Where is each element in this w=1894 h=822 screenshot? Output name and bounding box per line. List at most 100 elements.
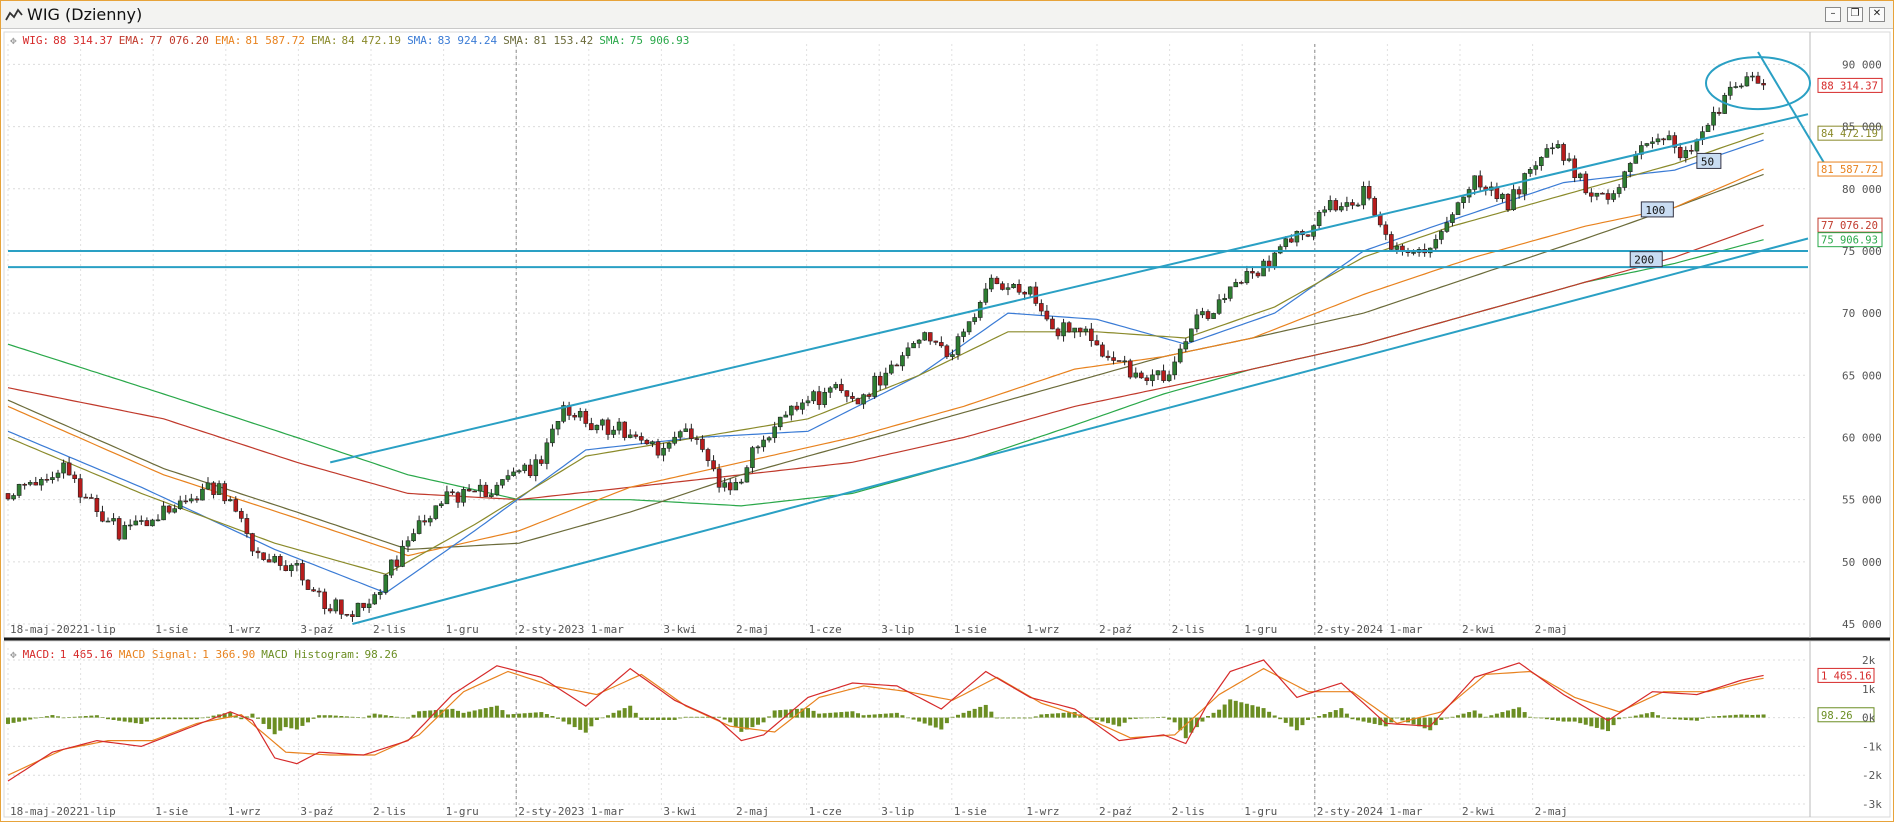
candle-body (1094, 340, 1100, 346)
candle-body (1316, 211, 1322, 226)
macd-x-tick-label: 3-paź (300, 805, 333, 818)
histogram-bar (1144, 717, 1149, 719)
histogram-bar (222, 713, 227, 718)
price-tag-box (1817, 161, 1883, 177)
candle-body (1583, 173, 1589, 194)
histogram-bar (711, 716, 716, 718)
histogram-bar (1056, 713, 1060, 718)
minimize-icon[interactable]: – (1825, 7, 1841, 22)
histogram-bar (478, 709, 483, 718)
candle-body (39, 479, 44, 486)
histogram-bar (278, 717, 283, 731)
candle-body (1600, 192, 1605, 195)
macd-x-tick-label: 3-kwi (663, 805, 696, 818)
candle-body (389, 559, 394, 576)
histogram-bar (1356, 717, 1360, 721)
macd-x-tick-label: 1-cze (809, 805, 842, 818)
histogram-bar (1700, 717, 1705, 719)
histogram-bar (728, 717, 733, 723)
macd-legend-item: MACD Histogram: 98.26 (261, 648, 397, 661)
drag-handle-icon[interactable]: ✥ (10, 648, 17, 661)
histogram-bar (100, 717, 105, 718)
histogram-bar (450, 708, 455, 718)
candle-body (1233, 282, 1239, 288)
histogram-bar (1244, 703, 1249, 718)
candle-body (1161, 370, 1166, 381)
histogram-bar (1589, 717, 1594, 727)
candle-body (305, 579, 311, 590)
histogram-bar (572, 717, 577, 728)
candle-body (427, 518, 433, 523)
histogram-bar (1289, 717, 1294, 727)
candle-body (1644, 143, 1650, 146)
histogram-bar (200, 717, 205, 719)
histogram-bar (50, 715, 55, 718)
candle-body (1133, 372, 1139, 378)
histogram-bar (1328, 712, 1333, 718)
candle-body (655, 441, 661, 456)
drag-handle-icon[interactable]: ✥ (10, 34, 17, 47)
histogram-bar (267, 717, 272, 730)
candle-body (1127, 360, 1133, 378)
main-legend-label: EMA: (214, 34, 242, 47)
candle-body (844, 390, 850, 397)
candle-body (1450, 214, 1455, 223)
histogram-bar (1089, 717, 1094, 719)
histogram-bar (128, 717, 133, 723)
histogram-bar (411, 714, 416, 718)
histogram-bar (778, 710, 783, 718)
candle-body (1211, 313, 1216, 319)
title-bar[interactable]: WIG (Dzienny) – ❐ ✕ (1, 1, 1893, 29)
candle-body (933, 340, 939, 343)
candle-body (289, 564, 294, 572)
candle-body (922, 332, 927, 341)
macd-x-tick-label: 1-sie (954, 805, 987, 818)
histogram-bar (456, 710, 460, 718)
candle-body (783, 414, 789, 418)
histogram-bar (1044, 714, 1049, 718)
histogram-bar (167, 717, 172, 720)
x-tick-label: 18-maj-2022 (10, 623, 83, 636)
y-tick-label: 75 000 (1842, 245, 1882, 258)
restore-icon[interactable]: ❐ (1847, 7, 1863, 22)
y-tick-label: 45 000 (1842, 618, 1882, 631)
histogram-bar (67, 717, 72, 718)
candle-body (1155, 370, 1161, 376)
y-tick-label: 85 000 (1842, 121, 1882, 134)
histogram-bar (1478, 713, 1483, 718)
candle-body (794, 405, 800, 410)
candle-body (1616, 187, 1622, 194)
histogram-bar (1500, 712, 1505, 718)
candle-body (911, 343, 916, 349)
candle-body (711, 460, 716, 470)
macd-signal-line (7, 667, 1764, 776)
candle-body (1277, 246, 1283, 254)
histogram-bar (761, 717, 766, 723)
histogram-bar (1333, 710, 1338, 718)
candle-body (1011, 284, 1016, 289)
histogram-bar (733, 717, 738, 728)
histogram-bar (583, 717, 588, 733)
candle-body (189, 498, 194, 502)
macd-legend-label: MACD Histogram: (261, 648, 361, 661)
candle-body (661, 447, 666, 456)
candle-body (355, 602, 361, 617)
histogram-bar (617, 710, 622, 718)
candle-body (1344, 202, 1350, 207)
x-tick-label: 1-lip (83, 623, 116, 636)
histogram-bar (944, 717, 949, 724)
histogram-bar (656, 717, 660, 720)
candle-body (455, 492, 461, 503)
histogram-bar (1539, 717, 1544, 719)
histogram-bar (1222, 704, 1227, 718)
candle-body (372, 594, 377, 605)
histogram-bar (1156, 717, 1160, 718)
candle-body (1189, 328, 1194, 342)
candle-body (1683, 150, 1689, 159)
main-legend-item: EMA: 84 472.19 (311, 34, 401, 47)
histogram-bar (1311, 717, 1316, 719)
close-icon[interactable]: ✕ (1869, 7, 1885, 22)
histogram-bar (1378, 717, 1383, 726)
histogram-bar (239, 717, 244, 720)
